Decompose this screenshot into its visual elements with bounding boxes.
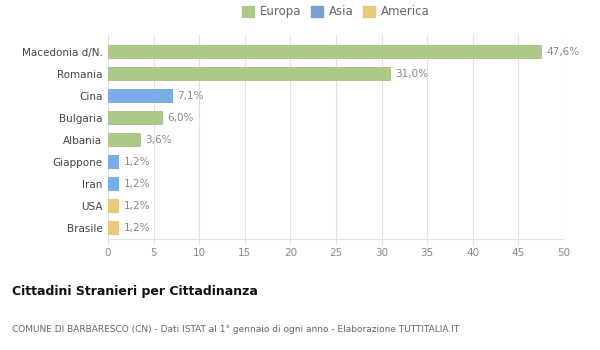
- Bar: [108, 177, 119, 191]
- Text: 1,2%: 1,2%: [124, 223, 150, 233]
- Text: 1,2%: 1,2%: [124, 157, 150, 167]
- Bar: [108, 221, 119, 236]
- Bar: [108, 44, 542, 59]
- Text: COMUNE DI BARBARESCO (CN) - Dati ISTAT al 1° gennaio di ogni anno - Elaborazione: COMUNE DI BARBARESCO (CN) - Dati ISTAT a…: [12, 326, 459, 335]
- Text: 47,6%: 47,6%: [547, 47, 580, 57]
- Bar: [108, 66, 391, 81]
- Legend: Europa, Asia, America: Europa, Asia, America: [240, 3, 432, 21]
- Text: 7,1%: 7,1%: [178, 91, 204, 101]
- Text: 6,0%: 6,0%: [167, 113, 194, 123]
- Bar: [108, 111, 163, 125]
- Text: 1,2%: 1,2%: [124, 201, 150, 211]
- Bar: [108, 199, 119, 214]
- Bar: [108, 155, 119, 169]
- Text: Cittadini Stranieri per Cittadinanza: Cittadini Stranieri per Cittadinanza: [12, 285, 258, 298]
- Bar: [108, 133, 141, 147]
- Bar: [108, 89, 173, 103]
- Text: 3,6%: 3,6%: [145, 135, 172, 145]
- Text: 31,0%: 31,0%: [395, 69, 428, 79]
- Text: 1,2%: 1,2%: [124, 179, 150, 189]
